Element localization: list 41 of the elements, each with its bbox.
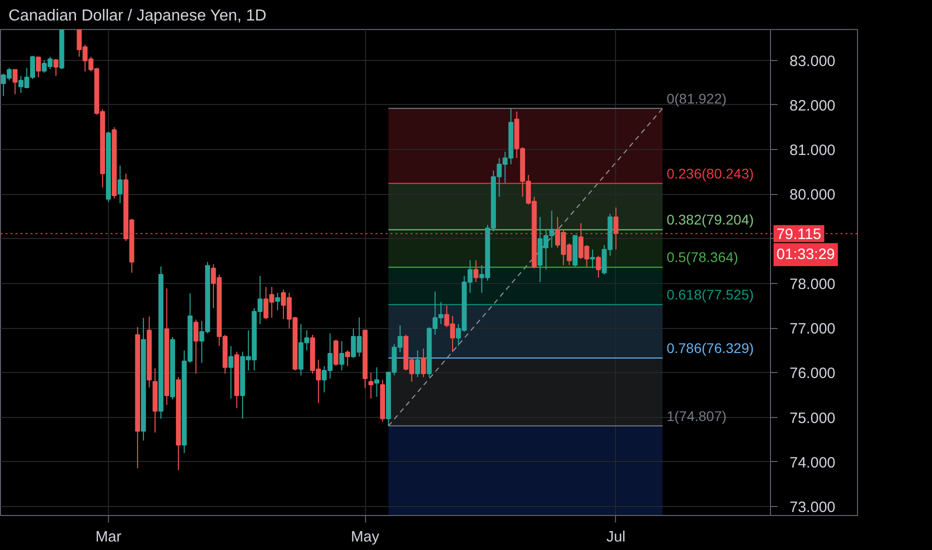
candlestick [368, 372, 374, 400]
candlestick [12, 68, 18, 95]
candlestick [333, 339, 338, 366]
candlestick [228, 345, 234, 400]
chart-title: Canadian Dollar / Japanese Yen, 1D [8, 8, 266, 24]
x-tick-label: May [350, 528, 380, 546]
x-tick-label: Mar [96, 528, 122, 546]
y-tick-label: 77.000 [790, 320, 836, 338]
y-tick-label: 78.000 [790, 276, 836, 293]
candlestick [473, 260, 478, 283]
text: 01:33:29 [776, 246, 835, 264]
series-label: 0.618(77.525) [666, 286, 754, 303]
series-label: 0.382(79.204) [666, 212, 754, 228]
y-tick-label: 74.000 [790, 454, 836, 472]
candlestick [193, 319, 198, 374]
y-tick-label: 73.000 [790, 499, 836, 516]
candlestick [613, 207, 618, 250]
candlestick [36, 56, 41, 78]
series-label: 1(74.807) [666, 408, 727, 424]
x-tick-label: Jul [606, 528, 626, 546]
candlestick [118, 165, 123, 204]
series-label: 0(81.922) [666, 90, 727, 106]
candlestick [345, 350, 350, 366]
y-tick-label: 83.000 [790, 52, 836, 70]
series-label: 0.786(76.329) [666, 340, 754, 356]
candlestick [596, 255, 601, 278]
ref-line-label: 79.115 [776, 226, 822, 244]
y-tick-label: 81.000 [790, 142, 836, 160]
series-label: 0.5(78.364) [666, 249, 738, 266]
candlestick [339, 340, 344, 371]
candlestick [415, 350, 420, 378]
candlestick [590, 249, 596, 269]
series-label: 0.236(80.243) [666, 165, 754, 182]
y-tick-label: 76.000 [790, 365, 836, 382]
y-tick-label: 82.000 [790, 97, 836, 114]
candlestick [374, 366, 380, 398]
candlestick [420, 348, 426, 378]
candlestick [275, 292, 280, 311]
candlestick [53, 58, 58, 76]
y-tick-label: 75.000 [790, 410, 836, 427]
y-tick-label: 80.000 [790, 186, 836, 204]
